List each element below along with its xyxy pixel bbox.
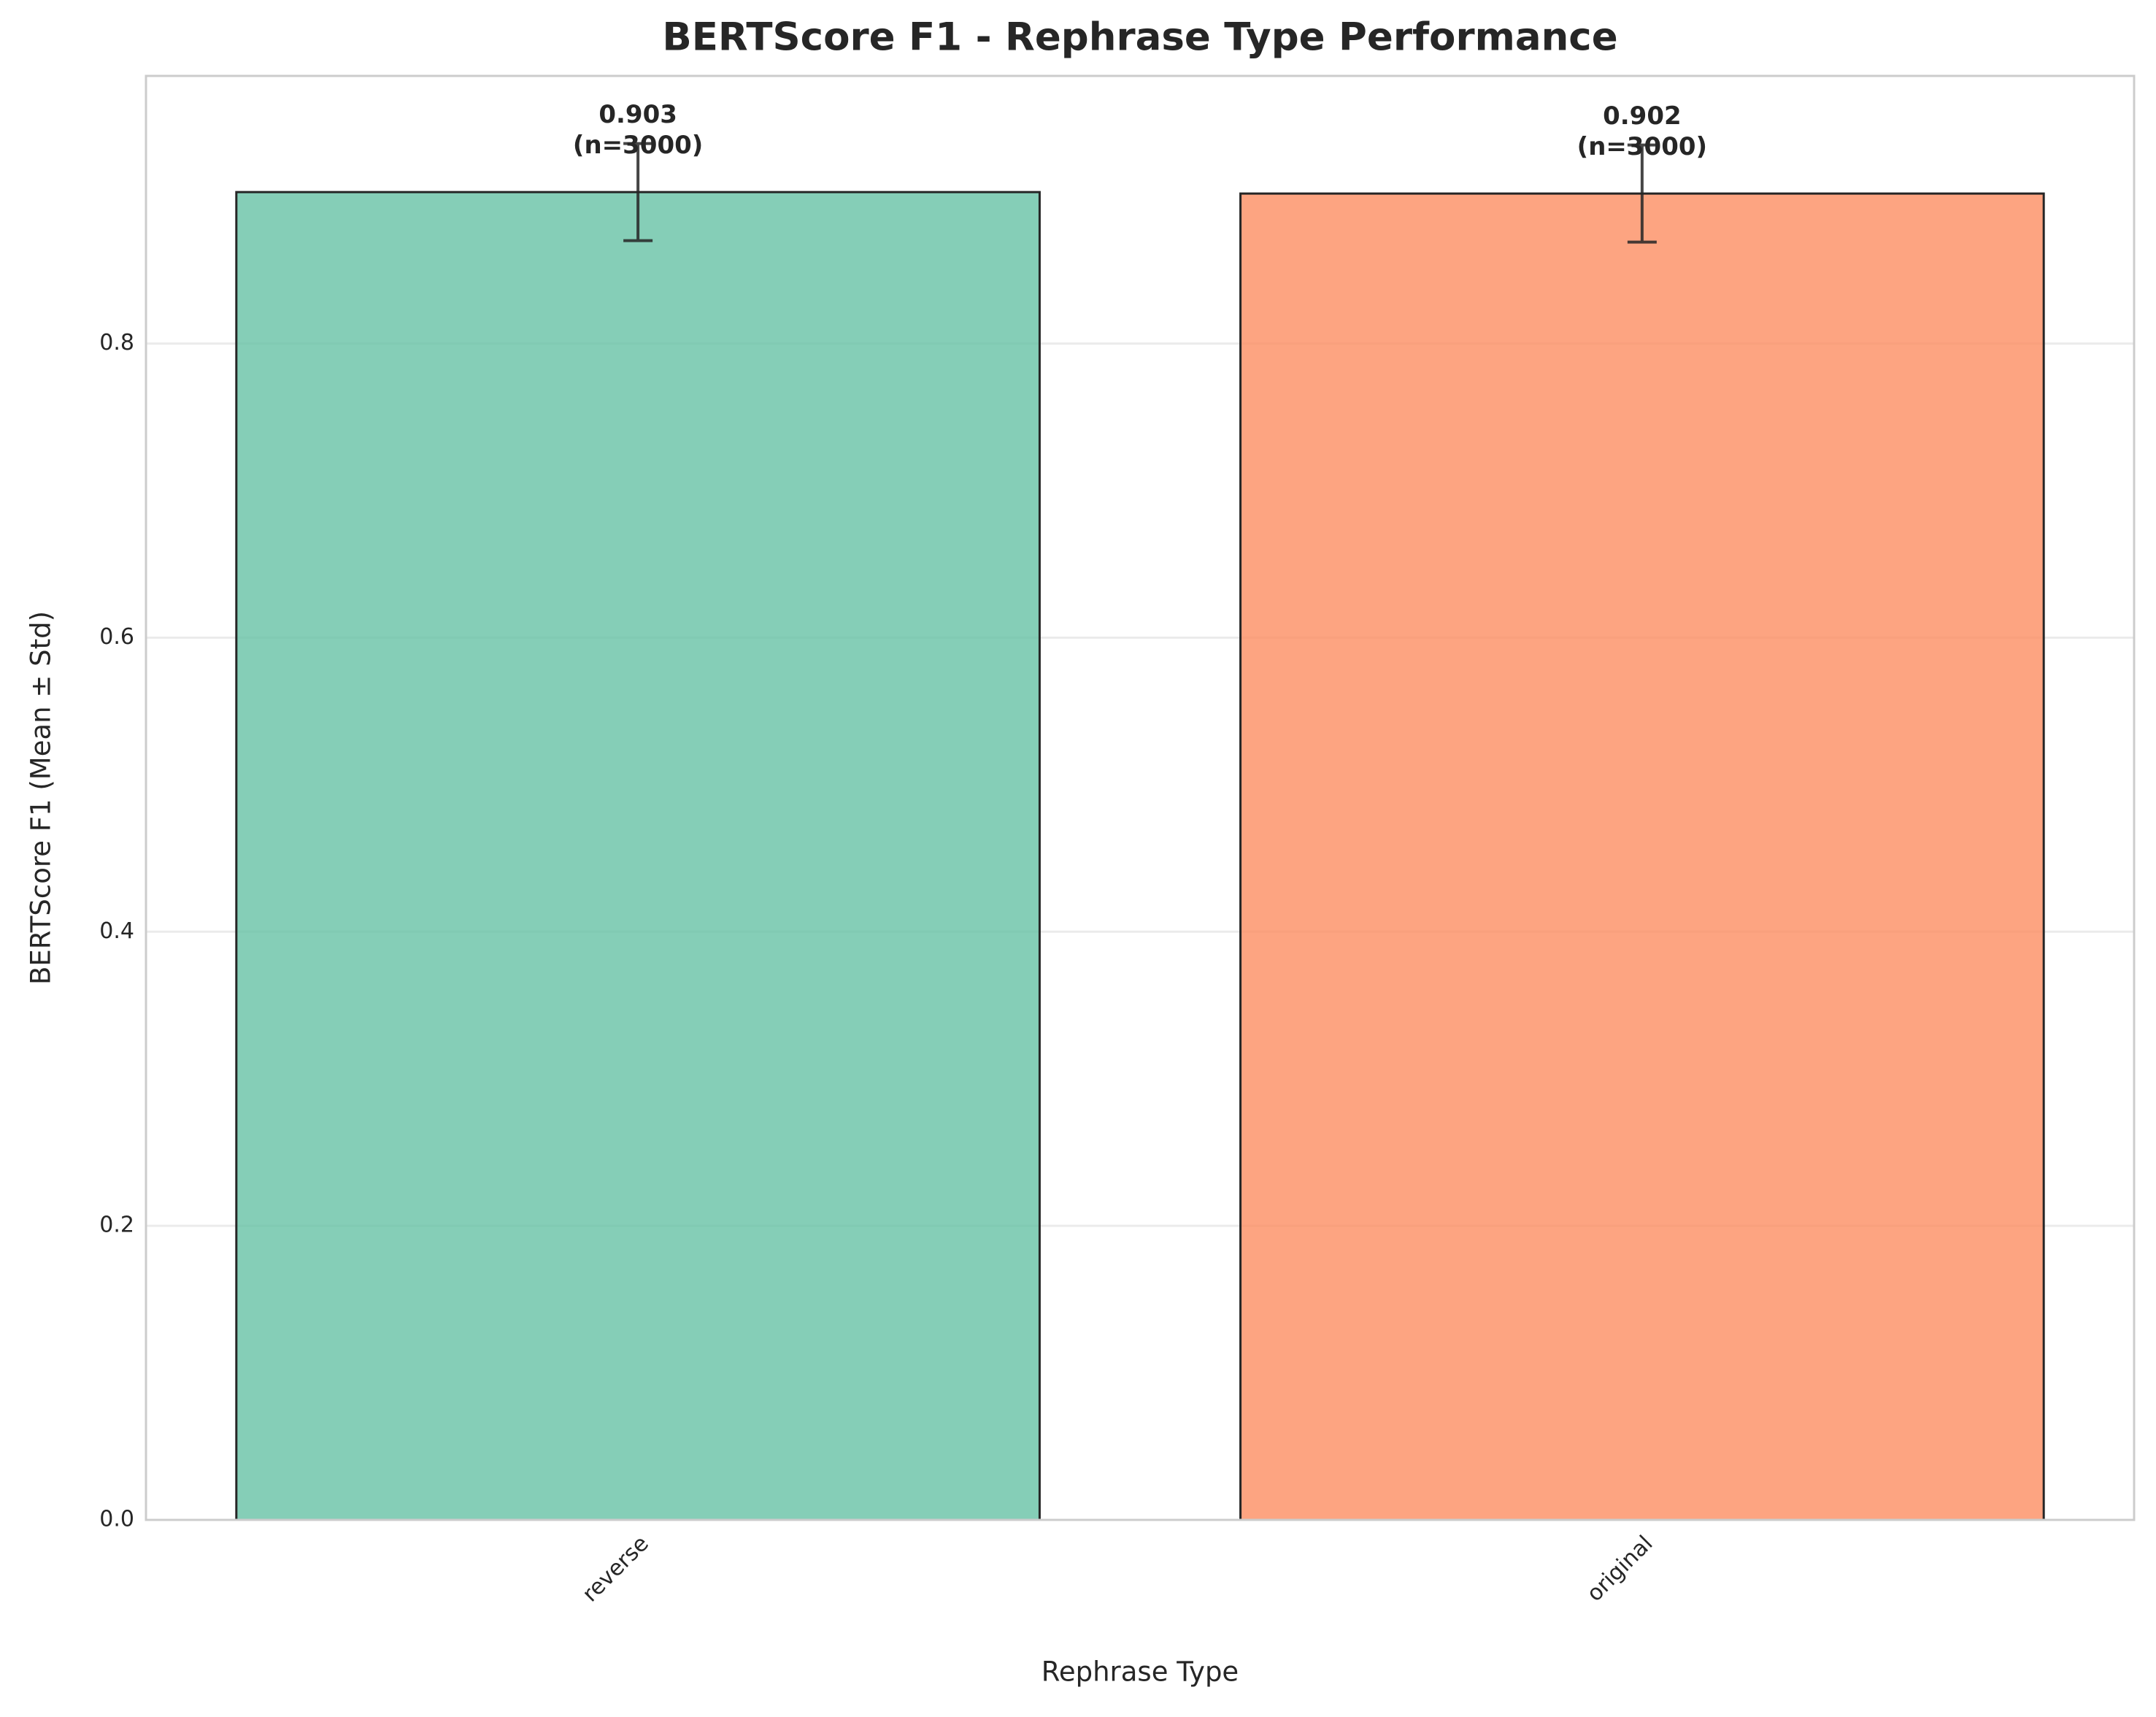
error-bar xyxy=(1627,143,1657,244)
bar xyxy=(1239,192,2045,1521)
bar xyxy=(235,191,1041,1521)
plot-area xyxy=(235,142,2045,1521)
y-tick-label: 0.2 xyxy=(99,1213,134,1238)
error-bar xyxy=(623,142,653,242)
value-label: 0.903 xyxy=(598,100,677,129)
x-axis-label: Rephrase Type xyxy=(1042,1656,1239,1688)
chart-title: BERTScore F1 - Rephrase Type Performance xyxy=(662,15,1617,60)
sample-label: (n=3000) xyxy=(1577,132,1707,161)
plot-frame xyxy=(145,74,2136,1521)
value-label: 0.902 xyxy=(1603,101,1682,131)
y-tick-label: 0.0 xyxy=(99,1507,134,1532)
sample-label: (n=3000) xyxy=(573,131,703,160)
y-axis-label: BERTScore F1 (Mean ± Std) xyxy=(26,611,57,985)
y-tick-label: 0.4 xyxy=(99,918,134,944)
y-tick-label: 0.6 xyxy=(99,624,134,650)
y-tick-label: 0.8 xyxy=(99,330,134,356)
